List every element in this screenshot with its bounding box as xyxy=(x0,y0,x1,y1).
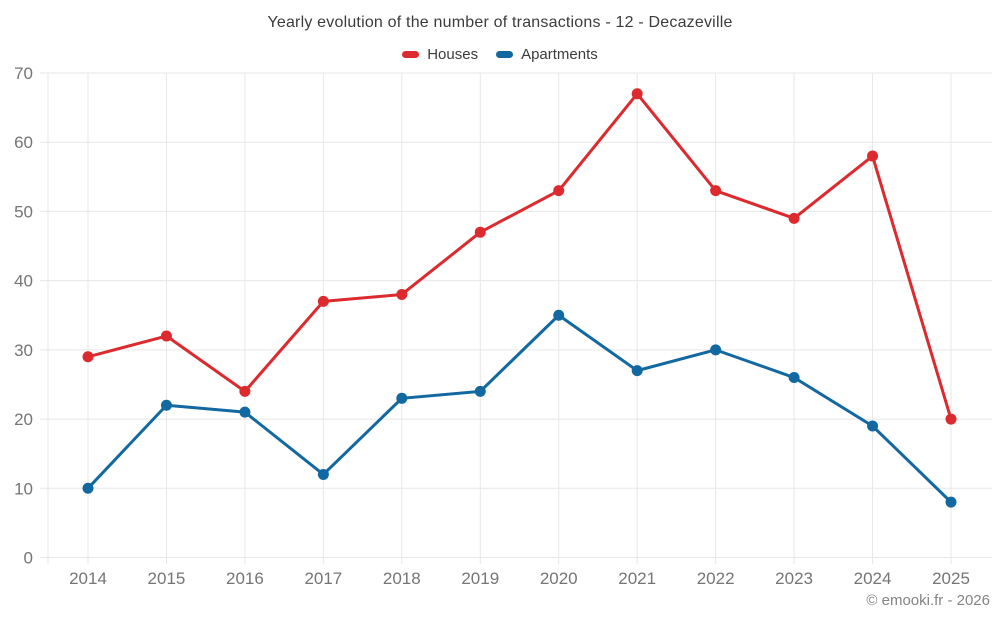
y-axis-tick-label: 0 xyxy=(24,549,33,568)
x-axis-tick-label: 2018 xyxy=(383,569,421,588)
houses-point[interactable] xyxy=(553,185,565,197)
apartments-point[interactable] xyxy=(553,309,565,321)
y-axis-tick-label: 10 xyxy=(14,479,33,498)
houses-point[interactable] xyxy=(710,185,722,197)
apartments-point[interactable] xyxy=(396,392,408,404)
x-axis-tick-label: 2016 xyxy=(226,569,264,588)
apartments-point[interactable] xyxy=(631,365,643,377)
y-axis-tick-label: 50 xyxy=(14,202,33,221)
apartments-point[interactable] xyxy=(317,468,329,480)
apartments-series-swatch-icon xyxy=(496,51,514,58)
legend-item-apartments[interactable]: Apartments xyxy=(496,46,598,63)
legend-label-houses: Houses xyxy=(427,46,479,63)
apartments-line xyxy=(86,313,953,504)
x-axis-tick-label: 2025 xyxy=(932,569,970,588)
x-axis-tick-label: 2021 xyxy=(618,569,656,588)
houses-line xyxy=(86,92,953,421)
legend-item-houses[interactable]: Houses xyxy=(402,46,478,63)
x-axis-tick-label: 2014 xyxy=(69,569,107,588)
y-axis-tick-label: 30 xyxy=(14,341,33,360)
houses-point[interactable] xyxy=(867,150,879,162)
apartments-point[interactable] xyxy=(160,399,172,411)
houses-point[interactable] xyxy=(396,288,408,300)
x-axis-tick-label: 2017 xyxy=(304,569,342,588)
apartments-point[interactable] xyxy=(710,344,722,356)
houses-point[interactable] xyxy=(239,385,251,397)
x-axis-tick-label: 2020 xyxy=(540,569,578,588)
y-axis-tick-label: 60 xyxy=(14,133,33,152)
houses-point[interactable] xyxy=(631,88,643,100)
houses-point[interactable] xyxy=(474,226,486,238)
houses-point[interactable] xyxy=(317,295,329,307)
houses-point[interactable] xyxy=(160,330,172,342)
x-axis-tick-label: 2022 xyxy=(697,569,735,588)
houses-point[interactable] xyxy=(82,351,94,363)
chart-title: Yearly evolution of the number of transa… xyxy=(267,14,733,31)
chart-legend: Houses Apartments xyxy=(0,46,1000,63)
apartments-point[interactable] xyxy=(867,420,879,432)
apartments-point[interactable] xyxy=(474,385,486,397)
copyright-credit: © emooki.fr - 2026 xyxy=(866,592,990,609)
x-axis-tick-label: 2015 xyxy=(148,569,186,588)
houses-series-swatch-icon xyxy=(402,51,420,58)
y-axis-tick-label: 40 xyxy=(14,272,33,291)
x-axis-tick-label: 2024 xyxy=(854,569,892,588)
houses-point[interactable] xyxy=(945,413,957,425)
y-axis-tick-label: 70 xyxy=(14,64,33,83)
y-axis-tick-label: 20 xyxy=(14,410,33,429)
houses-point[interactable] xyxy=(788,212,800,224)
apartments-point[interactable] xyxy=(82,482,94,494)
apartments-point[interactable] xyxy=(239,406,251,418)
x-axis-tick-label: 2023 xyxy=(775,569,813,588)
apartments-point[interactable] xyxy=(945,496,957,508)
apartments-point[interactable] xyxy=(788,372,800,384)
legend-label-apartments: Apartments xyxy=(521,46,598,63)
x-axis-tick-label: 2019 xyxy=(461,569,499,588)
